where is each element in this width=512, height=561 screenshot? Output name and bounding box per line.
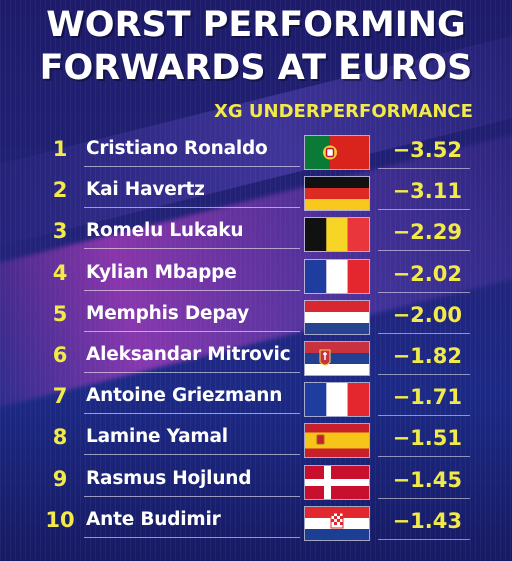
table-row: 3 Romelu Lukaku −2.29 xyxy=(0,215,512,255)
denmark-flag-icon xyxy=(304,464,370,500)
xg-underperformance-value: −1.51 xyxy=(392,426,462,451)
table-row: 5 Memphis Depay −2.00 xyxy=(0,298,512,338)
xg-underperformance-value: −3.52 xyxy=(392,138,462,162)
row-divider xyxy=(84,330,300,332)
player-name: Ante Budimir xyxy=(86,508,221,530)
value-cell: −1.71 xyxy=(378,382,470,417)
row-divider xyxy=(84,454,300,456)
row-divider xyxy=(84,166,300,167)
xg-underperformance-value: −1.71 xyxy=(392,385,462,410)
table-row: 6 Aleksandar Mitrovic −1.82 xyxy=(0,339,512,379)
player-name: Cristiano Ronaldo xyxy=(86,138,268,159)
value-cell: −1.45 xyxy=(378,465,470,499)
row-divider xyxy=(84,289,300,291)
player-name: Kylian Mbappe xyxy=(86,261,237,283)
player-name: Romelu Lukaku xyxy=(86,220,244,242)
rank-number: 4 xyxy=(52,260,68,285)
rank-number: 8 xyxy=(52,425,68,450)
rank-number: 9 xyxy=(52,466,68,491)
serbia-flag-icon xyxy=(304,341,370,376)
value-cell: −2.00 xyxy=(378,300,470,334)
value-cell: −1.43 xyxy=(378,506,470,540)
table-row: 10 Ante Budimir −1.43 xyxy=(0,504,512,544)
table-row: 1 Cristiano Ronaldo −3.52 xyxy=(0,133,512,173)
netherlands-flag-icon xyxy=(304,299,370,335)
france-flag-icon xyxy=(304,258,370,294)
value-cell: −3.52 xyxy=(378,135,470,169)
player-name: Kai Havertz xyxy=(86,179,205,201)
rank-number: 6 xyxy=(52,343,68,367)
portugal-flag-icon xyxy=(304,135,370,170)
table-row: 9 Rasmus Hojlund −1.45 xyxy=(0,463,512,503)
table-row: 4 Kylian Mbappe −2.02 xyxy=(0,257,512,297)
row-divider xyxy=(84,207,300,209)
xg-underperformance-value: −2.02 xyxy=(392,261,462,286)
chart-title: WORST PERFORMING FORWARDS AT EUROS xyxy=(0,4,512,90)
xg-underperformance-value: −1.43 xyxy=(392,508,462,533)
table-row: 8 Lamine Yamal −1.51 xyxy=(0,421,512,461)
player-name: Rasmus Hojlund xyxy=(86,467,252,489)
value-cell: −2.29 xyxy=(378,217,470,252)
row-divider xyxy=(84,372,300,373)
xg-underperformance-value: −2.00 xyxy=(392,302,462,327)
belgium-flag-icon xyxy=(304,217,370,253)
title-line-1: WORST PERFORMING xyxy=(46,5,466,45)
xg-underperformance-value: −1.45 xyxy=(392,467,462,492)
value-cell: −1.51 xyxy=(378,423,470,458)
player-name: Memphis Depay xyxy=(86,302,249,324)
xg-underperformance-value: −1.82 xyxy=(392,344,462,368)
rank-number: 5 xyxy=(52,301,68,326)
france-flag-icon xyxy=(304,382,370,418)
spain-flag-icon xyxy=(304,423,370,459)
table-row: 2 Kai Havertz −3.11 xyxy=(0,174,512,214)
rank-number: 7 xyxy=(52,384,68,409)
value-cell: −2.02 xyxy=(378,259,470,293)
germany-flag-icon xyxy=(304,176,370,212)
xg-underperformance-value: −2.29 xyxy=(392,220,462,245)
table-row: 7 Antoine Griezmann −1.71 xyxy=(0,380,512,420)
player-name: Lamine Yamal xyxy=(86,426,228,448)
player-name: Aleksandar Mitrovic xyxy=(86,344,291,365)
value-column-header: XG UNDERPERFORMANCE xyxy=(214,101,473,122)
rank-number: 1 xyxy=(52,137,68,161)
player-name: Antoine Griezmann xyxy=(86,385,283,407)
croatia-flag-icon xyxy=(304,505,370,541)
rank-number: 2 xyxy=(52,178,68,203)
title-line-2: FORWARDS AT EUROS xyxy=(39,48,473,88)
rank-number: 3 xyxy=(52,219,68,244)
row-divider xyxy=(84,248,300,250)
rank-number: 10 xyxy=(45,507,75,532)
value-cell: −3.11 xyxy=(378,176,470,211)
row-divider xyxy=(84,413,300,415)
row-divider xyxy=(84,536,300,538)
value-cell: −1.82 xyxy=(378,341,470,375)
xg-underperformance-value: −3.11 xyxy=(392,179,462,204)
row-divider xyxy=(84,495,300,497)
